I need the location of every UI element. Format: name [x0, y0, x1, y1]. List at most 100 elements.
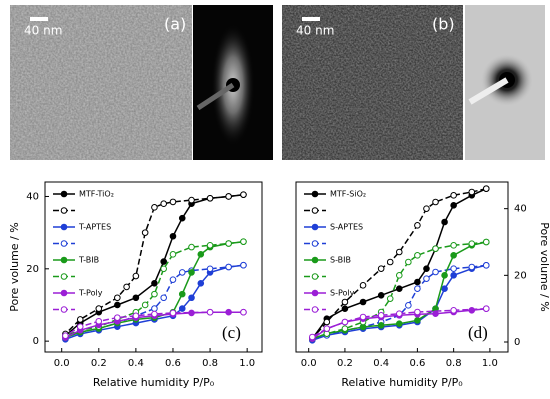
data-point	[441, 218, 448, 226]
legend-label: T-APTES	[78, 223, 111, 232]
data-point	[178, 305, 186, 312]
data-point	[160, 258, 168, 265]
data-point	[405, 258, 412, 266]
data-point	[132, 272, 140, 280]
data-point	[395, 285, 403, 292]
data-point	[123, 283, 130, 291]
x-axis-label: Relative humidity P/P₀	[341, 376, 463, 389]
series-line	[65, 311, 244, 337]
data-point	[377, 292, 385, 299]
data-point	[188, 269, 195, 276]
data-point	[450, 252, 457, 259]
y-axis-label: Pore volume / %	[538, 222, 550, 311]
data-point	[309, 333, 316, 341]
data-point	[441, 272, 448, 279]
data-point	[169, 251, 177, 258]
data-point	[405, 302, 412, 309]
data-point	[395, 320, 403, 327]
data-point	[377, 312, 385, 319]
data-point	[482, 262, 490, 269]
diffraction-a	[193, 5, 273, 160]
data-point	[197, 251, 205, 258]
legend-marker	[60, 256, 68, 264]
legend-label: S-APTES	[330, 223, 363, 232]
data-point	[240, 191, 247, 198]
data-point	[482, 185, 490, 192]
data-point	[206, 194, 214, 202]
data-point	[160, 200, 168, 208]
diffraction-b	[465, 5, 545, 160]
data-point	[132, 312, 140, 320]
data-point	[341, 305, 349, 312]
data-point	[141, 229, 149, 236]
data-point	[450, 272, 457, 279]
legend-marker	[311, 223, 319, 231]
y-tick-label: 0	[33, 336, 39, 347]
legend-marker	[311, 190, 319, 198]
x-tick-label: 1.0	[482, 358, 498, 369]
data-point	[341, 325, 349, 332]
data-point	[450, 242, 457, 249]
data-point	[225, 240, 232, 247]
x-tick-label: 0.4	[373, 358, 389, 369]
data-point	[225, 263, 232, 271]
data-point	[62, 332, 69, 340]
data-point	[323, 318, 331, 326]
legend-marker	[311, 273, 319, 280]
data-point	[482, 305, 490, 312]
data-point	[395, 248, 403, 256]
data-point	[160, 294, 168, 302]
data-point	[450, 202, 457, 209]
data-point	[240, 261, 247, 269]
plot-frame	[44, 181, 263, 353]
legend-marker	[311, 256, 319, 264]
data-point	[468, 240, 476, 247]
legend-marker	[60, 223, 68, 231]
data-point	[225, 193, 232, 200]
data-point	[114, 294, 121, 302]
charts: 0.0 0.2 0.4 0.6 0.8 1.0 0 20 40 Relative humidity…	[8, 181, 550, 389]
y-tick-label: 40	[26, 191, 39, 202]
data-point	[132, 294, 140, 302]
data-point	[197, 279, 205, 287]
scale-bar-label: 40 nm	[296, 24, 334, 38]
data-point	[468, 307, 476, 314]
micrograph-a: 40 nm (a)	[10, 5, 192, 160]
legend-label: MTF-SiO₂	[330, 190, 366, 199]
x-tick-label: 0.8	[446, 358, 462, 369]
data-point	[341, 318, 349, 326]
data-point	[141, 301, 149, 309]
legend-marker	[60, 289, 68, 297]
panel-label: (b)	[432, 15, 455, 34]
data-point	[441, 285, 448, 292]
data-point	[482, 238, 490, 246]
data-point	[468, 263, 476, 271]
legend-marker	[60, 207, 68, 214]
data-point	[178, 269, 186, 276]
data-point	[169, 276, 177, 283]
data-point	[386, 258, 394, 266]
data-point	[450, 307, 457, 314]
x-tick-label: 0.8	[202, 358, 218, 369]
data-point	[414, 308, 421, 316]
x-axis-label: Relative humidity P/P₀	[93, 376, 215, 389]
data-point	[240, 308, 247, 316]
legend-marker	[311, 240, 319, 247]
data-point	[151, 290, 158, 298]
data-point	[169, 232, 177, 240]
data-point	[359, 313, 367, 321]
data-point	[188, 294, 195, 302]
legend-marker	[60, 306, 68, 313]
data-point	[114, 314, 121, 321]
data-point	[151, 310, 158, 318]
data-point	[395, 272, 403, 279]
x-tick-label: 0.6	[409, 358, 425, 369]
data-point	[432, 198, 439, 206]
legend-marker	[60, 240, 68, 247]
data-point	[359, 282, 367, 289]
legend-marker	[311, 306, 319, 313]
legend-marker	[311, 207, 319, 214]
legend-label: T-Poly	[78, 289, 103, 298]
data-point	[414, 317, 421, 324]
data-point	[450, 192, 457, 199]
